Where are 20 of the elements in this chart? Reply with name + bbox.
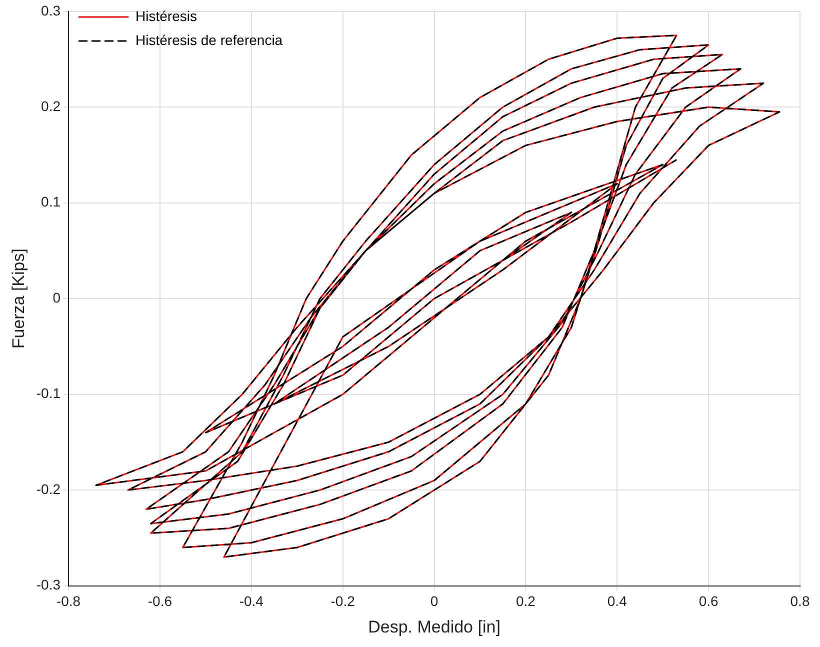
y-tick-label: -0.1 [36, 385, 61, 402]
x-tick-label: 0.4 [607, 593, 628, 610]
y-tick-label: -0.2 [36, 480, 61, 497]
y-tick-label: 0.1 [41, 194, 61, 210]
x-tick-label: 0.6 [698, 593, 719, 610]
y-axis-title: Fuerza [Kips] [8, 248, 28, 349]
x-tick-label: -0.8 [56, 593, 81, 610]
x-tick-label: -0.6 [148, 593, 172, 610]
y-tick-label: 0 [52, 289, 61, 306]
x-tick-label: 0.2 [516, 593, 536, 610]
x-axis-title: Desp. Medido [in] [368, 617, 500, 636]
legend-label: Histéresis [136, 8, 197, 24]
legend-label: Histéresis de referencia [136, 32, 283, 48]
x-tick-label: 0.8 [790, 593, 810, 610]
x-tick-label: 0 [430, 593, 438, 610]
y-tick-label: 0.3 [41, 2, 61, 18]
y-tick-label: -0.3 [36, 576, 61, 593]
x-tick-label: -0.2 [330, 593, 356, 610]
y-tick-label: 0.2 [41, 98, 61, 114]
x-tick-label: -0.4 [239, 593, 264, 610]
